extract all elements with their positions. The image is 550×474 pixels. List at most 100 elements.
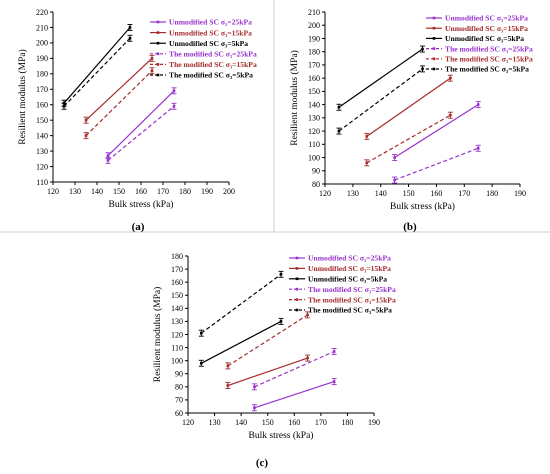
data-point-marker — [305, 354, 311, 362]
data-point-marker — [305, 311, 311, 319]
y-tick-label: 210 — [36, 23, 48, 32]
y-tick-label: 190 — [36, 54, 48, 63]
legend-entry: Unmodified SC σ₃=15kPa — [445, 24, 528, 33]
legend-entry: Unmodified SC σ₃=5kPa — [169, 39, 248, 48]
x-tick-label: 140 — [235, 418, 247, 427]
data-point-marker — [251, 383, 257, 391]
panel-label: (b) — [403, 221, 417, 233]
data-point-marker — [225, 382, 231, 389]
x-tick-label: 190 — [514, 189, 526, 198]
panel-label: (a) — [132, 221, 145, 233]
series-line-2 — [227, 357, 308, 387]
legend-entry: The modified SC σ₃=5kPa — [169, 71, 253, 80]
x-tick-label: 190 — [368, 418, 380, 427]
data-point-marker — [336, 127, 342, 135]
y-tick-label: 80 — [175, 383, 183, 392]
panel-label: (c) — [256, 457, 269, 469]
series-line-1 — [254, 381, 335, 409]
data-point-marker — [336, 103, 342, 111]
legend-marker — [156, 41, 160, 45]
x-tick-label: 160 — [135, 187, 147, 196]
y-tick-label: 170 — [36, 85, 48, 94]
legend-marker — [156, 52, 160, 56]
data-point-marker — [331, 378, 337, 386]
x-axis-title: Bulk stress (kPa) — [390, 201, 455, 212]
y-tick-label: 220 — [36, 8, 48, 17]
chart-panel-a: 120 130 140 150 160 170 180 190 2001101201301401… — [17, 8, 257, 233]
data-point-marker — [149, 67, 155, 75]
legend-marker — [295, 308, 299, 312]
x-tick-label: 150 — [403, 189, 415, 198]
y-axis-title: Resilient modulus (MPa) — [152, 287, 163, 383]
x-tick-label: 130 — [69, 187, 81, 196]
legend-marker — [432, 47, 436, 50]
y-axis-title: Resilient modulus (MPa) — [17, 49, 28, 145]
x-tick-label: 170 — [157, 187, 169, 196]
x-axis-title: Bulk stress (kPa) — [109, 199, 174, 210]
data-point-marker — [225, 362, 231, 370]
data-point-marker — [127, 24, 133, 31]
y-tick-label: 120 — [308, 127, 320, 136]
y-tick-label: 150 — [308, 87, 320, 96]
data-point-marker — [171, 102, 177, 110]
legend-marker — [295, 267, 299, 270]
y-tick-label: 210 — [308, 8, 320, 17]
data-point-marker — [392, 154, 398, 161]
series-line-1 — [107, 90, 175, 157]
data-point-marker — [149, 54, 155, 62]
y-tick-label: 100 — [308, 153, 320, 162]
x-tick-label: 160 — [430, 189, 442, 198]
legend-entry: The modified SC σ₃=25kPa — [308, 285, 396, 294]
data-point-marker — [475, 144, 481, 152]
x-tick-label: 120 — [319, 189, 331, 198]
legend-entry: Unmodified SC σ₃=5kPa — [445, 34, 524, 43]
series-line-4 — [254, 350, 335, 388]
data-point-marker — [198, 359, 204, 367]
data-point-marker — [475, 101, 481, 109]
legend-marker — [295, 277, 299, 281]
data-point-marker — [278, 317, 284, 325]
legend-marker — [156, 73, 160, 77]
chart-panels: 120 130 140 150 160 170 180 190 2001101201301401… — [17, 8, 533, 469]
series-line-3 — [338, 48, 423, 108]
legend-entry: Unmodified SC σ₃=25kPa — [445, 14, 528, 23]
x-tick-label: 180 — [486, 189, 498, 198]
legend-marker — [156, 31, 160, 34]
legend-entry: The modified SC σ₃=15kPa — [445, 55, 533, 64]
legend-entry: Unmodified SC σ₃=15kPa — [308, 264, 391, 273]
y-tick-label: 120 — [36, 162, 48, 171]
y-tick-label: 110 — [171, 343, 183, 352]
legend-marker — [156, 20, 160, 24]
legend-marker — [295, 287, 299, 291]
data-point-marker — [83, 132, 89, 140]
y-tick-label: 130 — [171, 317, 183, 326]
data-point-marker — [364, 159, 370, 167]
x-tick-label: 200 — [223, 187, 235, 196]
series-line-5 — [85, 70, 153, 137]
y-tick-label: 160 — [308, 74, 320, 83]
x-tick-label: 130 — [209, 418, 221, 427]
y-tick-label: 200 — [308, 21, 320, 30]
legend-entry: Unmodified SC σ₃=5kPa — [308, 275, 387, 284]
legend-entry: Unmodified SC σ₃=15kPa — [169, 28, 252, 37]
legend-marker — [295, 298, 299, 301]
series-line-3 — [201, 320, 282, 364]
y-tick-label: 160 — [36, 101, 48, 110]
y-tick-label: 150 — [171, 291, 183, 300]
data-point-marker — [61, 102, 67, 110]
x-axis-title: Bulk stress (kPa) — [249, 430, 314, 441]
x-tick-label: 140 — [91, 187, 103, 196]
series-line-1 — [394, 104, 479, 159]
x-tick-label: 170 — [458, 189, 470, 198]
x-tick-label: 120 — [47, 187, 59, 196]
legend-entry: The modified SC σ₃=15kPa — [308, 295, 396, 304]
data-point-marker — [392, 176, 398, 184]
series-line-4 — [394, 147, 479, 181]
y-tick-label: 110 — [36, 178, 48, 187]
y-tick-label: 60 — [175, 409, 183, 418]
x-tick-label: 140 — [375, 189, 387, 198]
y-tick-label: 150 — [36, 116, 48, 125]
series-line-6 — [200, 273, 282, 334]
